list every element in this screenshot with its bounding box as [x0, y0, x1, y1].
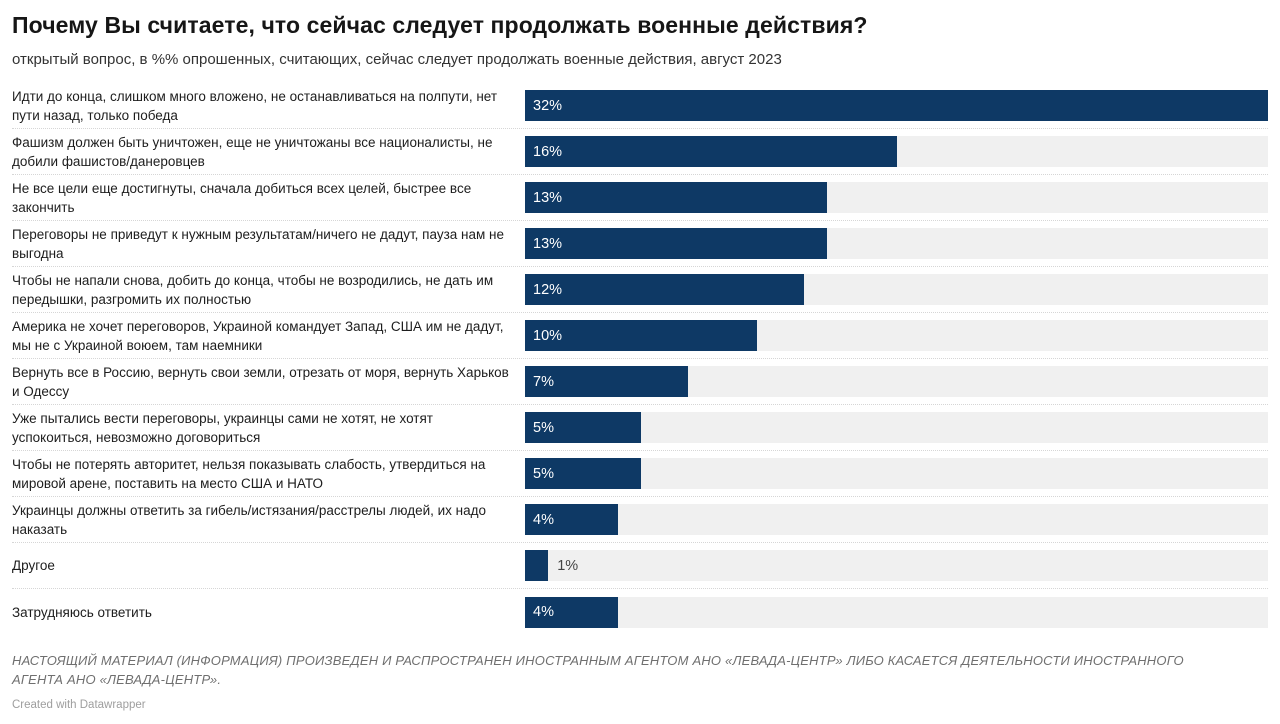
bar-label: Уже пытались вести переговоры, украинцы … [12, 410, 433, 445]
bar-label: Другое [12, 558, 55, 574]
bar: 10% [525, 320, 758, 352]
bar-value-label: 4% [533, 604, 554, 621]
bar-value-label: 32% [533, 97, 563, 114]
bar-label: Вернуть все в Россию, вернуть свои земли… [12, 364, 509, 399]
bar-track: 5% [525, 412, 1268, 444]
bar-label: Украинцы должны ответить за гибель/истяз… [12, 502, 487, 537]
bar-value-label: 13% [533, 235, 563, 252]
chart-footer: НАСТОЯЩИЙ МАТЕРИАЛ (ИНФОРМАЦИЯ) ПРОИЗВЕД… [12, 652, 1268, 711]
chart-row: Чтобы не потерять авторитет, нельзя пока… [12, 451, 1268, 498]
bar-value-label: 12% [533, 281, 563, 298]
bar: 1% [525, 550, 578, 582]
bar: 13% [525, 228, 827, 260]
bar-chart: Идти до конца, слишком много вложено, не… [12, 83, 1268, 635]
bar-label: Переговоры не приведут к нужным результа… [12, 226, 504, 261]
chart-row: Уже пытались вести переговоры, украинцы … [12, 405, 1268, 452]
bar-label: Чтобы не потерять авторитет, нельзя пока… [12, 456, 486, 491]
bar-label: Не все цели еще достигнуты, сначала доби… [12, 180, 472, 215]
chart-row: Переговоры не приведут к нужным результа… [12, 221, 1268, 268]
bar-track: 5% [525, 458, 1268, 490]
bar: 4% [525, 596, 618, 628]
page-title: Почему Вы считаете, что сейчас следует п… [12, 12, 868, 38]
chart-row: Не все цели еще достигнуты, сначала доби… [12, 175, 1268, 222]
bar-track: 32% [525, 90, 1268, 122]
bar-track: 16% [525, 136, 1268, 168]
chart-row: Фашизм должен быть уничтожен, еще не уни… [12, 129, 1268, 176]
bar-value-label: 10% [533, 327, 563, 344]
bar-track: 10% [525, 320, 1268, 352]
bar-track: 13% [525, 228, 1268, 260]
chart-row: Другое 1% [12, 543, 1268, 590]
bar-value-label: 5% [533, 465, 554, 482]
bar-track: 7% [525, 366, 1268, 398]
foreign-agent-disclaimer: НАСТОЯЩИЙ МАТЕРИАЛ (ИНФОРМАЦИЯ) ПРОИЗВЕД… [12, 653, 1184, 688]
bar-value-label: 13% [533, 189, 563, 206]
bar: 4% [525, 504, 618, 536]
chart-row: Америка не хочет переговоров, Украиной к… [12, 313, 1268, 360]
bar-label: Чтобы не напали снова, добить до конца, … [12, 272, 494, 307]
chart-row: Украинцы должны ответить за гибель/истяз… [12, 497, 1268, 544]
chart-subtitle: открытый вопрос, в %% опрошенных, считаю… [12, 51, 782, 69]
bar: 12% [525, 274, 804, 306]
chart-row: Чтобы не напали снова, добить до конца, … [12, 267, 1268, 314]
bar-track: 12% [525, 274, 1268, 306]
bar-track: 13% [525, 182, 1268, 214]
bar-track: 4% [525, 596, 1268, 628]
chart-row: Идти до конца, слишком много вложено, не… [12, 83, 1268, 130]
bar-track: 1% [525, 550, 1268, 582]
bar-value-label: 7% [533, 373, 554, 390]
bar: 32% [525, 90, 1268, 122]
bar-value-label: 4% [533, 511, 554, 528]
bar-label: Америка не хочет переговоров, Украиной к… [12, 318, 504, 353]
bar: 13% [525, 182, 827, 214]
bar-value-label: 5% [533, 419, 554, 436]
bar: 16% [525, 136, 897, 168]
datawrapper-credit: Created with Datawrapper [12, 699, 146, 712]
bar-label: Затрудняюсь ответить [12, 604, 152, 620]
bar: 5% [525, 412, 642, 444]
bar-value-label: 1% [557, 557, 579, 574]
bar-track: 4% [525, 504, 1268, 536]
bar: 5% [525, 458, 642, 490]
bar-label: Фашизм должен быть уничтожен, еще не уни… [12, 134, 493, 169]
chart-row: Затрудняюсь ответить 4% [12, 589, 1268, 635]
bar-label: Идти до конца, слишком много вложено, не… [12, 88, 498, 123]
bar-value-label: 16% [533, 143, 563, 160]
chart-row: Вернуть все в Россию, вернуть свои земли… [12, 359, 1268, 406]
bar: 7% [525, 366, 688, 398]
